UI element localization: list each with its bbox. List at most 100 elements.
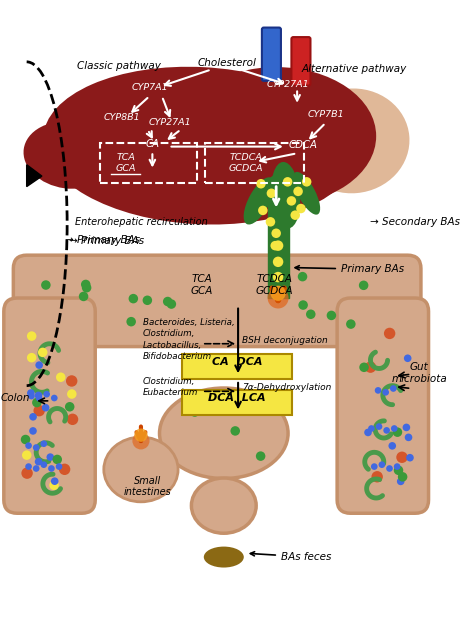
Circle shape [82,283,91,292]
Text: Gut
microbiota: Gut microbiota [391,362,447,384]
Circle shape [163,297,173,306]
Circle shape [402,424,410,431]
Ellipse shape [293,172,320,215]
FancyBboxPatch shape [262,27,281,81]
Text: CA: CA [146,139,159,148]
Ellipse shape [295,89,410,193]
Circle shape [359,362,369,372]
Circle shape [81,280,91,289]
Circle shape [394,466,403,475]
Text: BSH deconjugation: BSH deconjugation [242,336,328,345]
Circle shape [379,461,385,468]
Circle shape [190,407,200,417]
FancyBboxPatch shape [13,255,421,347]
Text: Clostridium,: Clostridium, [143,376,195,386]
Text: Eubacterium: Eubacterium [143,388,198,397]
Circle shape [46,454,54,461]
Circle shape [230,426,240,436]
Text: CYP27A1: CYP27A1 [148,118,191,127]
Text: GCDCA: GCDCA [255,286,293,296]
Circle shape [359,280,368,290]
Text: CA  DCA: CA DCA [212,357,263,367]
Circle shape [40,440,47,447]
Circle shape [256,452,265,461]
Text: → Secondary BAs: → Secondary BAs [370,217,459,227]
Circle shape [293,187,303,196]
Ellipse shape [244,177,274,224]
Circle shape [56,373,65,382]
Text: Bacteroides, Listeria,: Bacteroides, Listeria, [143,318,235,327]
Circle shape [365,361,376,373]
Text: Colon: Colon [1,393,30,403]
Text: Clostridium,: Clostridium, [143,329,195,338]
Circle shape [271,285,286,301]
Text: TCA: TCA [191,274,212,284]
FancyBboxPatch shape [182,390,292,415]
Circle shape [368,425,375,432]
Circle shape [391,425,398,432]
Circle shape [346,319,356,329]
Text: Classic pathway: Classic pathway [77,61,161,71]
Text: CYP8B1: CYP8B1 [104,113,140,122]
Circle shape [256,179,266,189]
Circle shape [271,241,280,250]
Text: TCDCA: TCDCA [256,274,292,284]
Circle shape [306,310,316,319]
Ellipse shape [160,388,288,478]
Circle shape [258,206,268,215]
Text: Primary BAs: Primary BAs [295,264,404,275]
Circle shape [28,393,35,399]
FancyBboxPatch shape [4,298,95,513]
Circle shape [67,413,78,425]
Circle shape [287,196,296,206]
Text: BAs feces: BAs feces [250,552,331,562]
Ellipse shape [104,437,178,502]
Circle shape [375,387,382,394]
Circle shape [298,272,307,282]
Circle shape [201,403,210,412]
Circle shape [128,294,138,303]
Circle shape [132,433,149,450]
Circle shape [396,452,408,463]
Circle shape [42,404,49,412]
Circle shape [386,465,393,472]
Circle shape [53,455,62,464]
Circle shape [273,286,283,297]
Circle shape [27,331,36,341]
Circle shape [376,423,383,430]
Circle shape [273,257,283,267]
FancyBboxPatch shape [337,298,428,513]
Text: Alternative pathway: Alternative pathway [301,64,407,75]
Circle shape [406,454,414,461]
Circle shape [397,478,404,485]
Circle shape [267,189,276,198]
Text: TCA: TCA [116,153,135,162]
Circle shape [36,361,43,369]
Circle shape [364,429,372,436]
Ellipse shape [266,175,290,203]
Circle shape [390,385,397,392]
FancyBboxPatch shape [182,354,292,379]
Text: GCA: GCA [116,164,136,173]
Circle shape [405,434,412,441]
Text: TCDCA: TCDCA [229,153,262,162]
Circle shape [25,442,32,449]
Bar [268,189,289,298]
Circle shape [40,461,47,468]
Circle shape [246,401,255,410]
Circle shape [43,391,50,397]
Circle shape [272,229,281,238]
Circle shape [36,395,42,401]
Circle shape [51,477,58,485]
Circle shape [384,327,395,339]
Text: Cholesterol: Cholesterol [197,58,256,68]
Circle shape [49,480,59,490]
Circle shape [59,464,70,475]
Ellipse shape [176,67,376,205]
Ellipse shape [43,67,357,224]
Circle shape [283,177,292,187]
Circle shape [296,204,306,213]
Ellipse shape [204,547,244,568]
Circle shape [66,375,77,387]
Circle shape [29,413,37,420]
